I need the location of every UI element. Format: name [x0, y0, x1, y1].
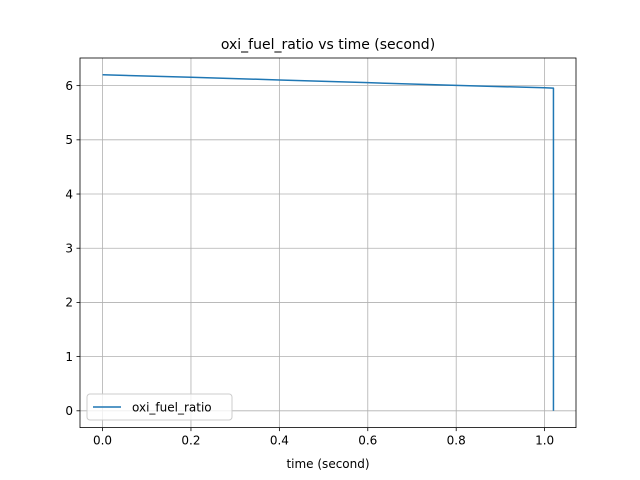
- plot-frame: [79, 57, 577, 429]
- x-axis-label: time (second): [286, 457, 369, 471]
- y-tick-label: 5: [65, 133, 73, 147]
- series-layer: [102, 74, 555, 411]
- y-tick-label: 1: [65, 350, 73, 364]
- y-axis-ticks: 0 1 2 3 4 5 6: [65, 79, 80, 418]
- x-tick-label: 0.6: [358, 434, 377, 448]
- y-tick-label: 3: [65, 242, 73, 256]
- legend: oxi_fuel_ratio: [86, 393, 233, 421]
- x-tick-label: 0.8: [447, 434, 466, 448]
- y-tick-label: 2: [65, 296, 73, 310]
- y-tick-label: 4: [65, 187, 73, 201]
- series-line-oxi_fuel_ratio: [102, 74, 555, 411]
- x-tick-label: 0.0: [93, 434, 112, 448]
- x-tick-label: 1.0: [535, 434, 554, 448]
- legend-label: oxi_fuel_ratio: [132, 401, 212, 415]
- x-tick-label: 0.2: [181, 434, 200, 448]
- chart-title: oxi_fuel_ratio vs time (second): [221, 37, 435, 53]
- grid: [80, 58, 576, 428]
- x-axis-ticks: 0.0 0.2 0.4 0.6 0.8 1.0: [93, 427, 554, 448]
- y-tick-label: 6: [65, 79, 73, 93]
- x-tick-label: 0.4: [270, 434, 289, 448]
- y-tick-label: 0: [65, 404, 73, 418]
- legend-box: [86, 393, 233, 421]
